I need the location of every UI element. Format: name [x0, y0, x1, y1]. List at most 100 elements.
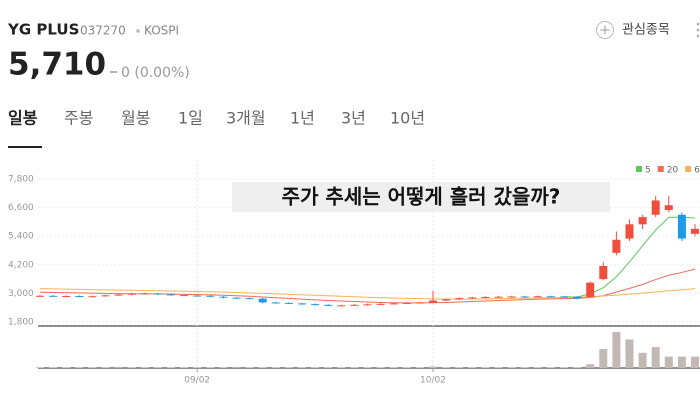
candle-body [62, 296, 71, 298]
plus-icon [596, 21, 614, 39]
tab[interactable]: 1년 [290, 109, 315, 128]
candle-body [691, 228, 699, 234]
candle-body [153, 293, 162, 295]
volume-bar [219, 367, 228, 368]
candle-body [560, 296, 568, 298]
candle-body [298, 303, 306, 305]
candle-body [140, 293, 149, 295]
tab[interactable]: 3년 [341, 109, 366, 128]
volume-bar [442, 367, 451, 368]
candle-body [442, 299, 451, 301]
watch-button[interactable]: 관심종목 [596, 21, 670, 39]
tab[interactable]: 주봉 [64, 109, 93, 128]
price-change: 0 (0.00%) [121, 65, 190, 81]
volume-bar [651, 347, 660, 368]
y-tick-label: 3,000 [8, 289, 34, 299]
candle-body [75, 296, 84, 298]
volume-bar [114, 366, 123, 368]
candle-body [36, 295, 44, 297]
y-tick-label: 4,200 [8, 260, 34, 270]
volume-bar [691, 356, 699, 368]
tab[interactable]: 3개월 [226, 109, 266, 128]
x-tick-label: 09/02 [184, 376, 210, 386]
volume-bar [402, 367, 411, 368]
candle-body [494, 296, 503, 298]
tab[interactable]: 1일 [178, 109, 203, 128]
candle-body [599, 265, 608, 280]
volume-bar [520, 367, 529, 368]
candle-body [468, 297, 477, 299]
candle-body [180, 295, 189, 297]
annotation: 주가 추세는 어떻게 흘러 갔을까? [282, 185, 561, 209]
volume-bar [62, 367, 71, 368]
price: 5,710 [8, 47, 106, 83]
volume-bar [298, 367, 306, 368]
candle-body [402, 302, 411, 304]
candle-body [533, 296, 542, 298]
volume-bar [599, 349, 608, 368]
candle-body [167, 294, 175, 296]
y-tick-label: 7,800 [8, 175, 34, 185]
volume-bar [677, 356, 686, 368]
stock-code: 037270 [80, 24, 126, 38]
legend-swatch [685, 166, 692, 172]
candle-body [507, 296, 516, 298]
candle-body [219, 296, 228, 298]
ma-line [563, 216, 696, 298]
candle-body [350, 304, 359, 306]
candle-body [88, 296, 97, 298]
volume-bar [625, 339, 634, 368]
candle-body [638, 217, 647, 225]
x-tick-label: 10/02 [420, 376, 446, 386]
candle-body [127, 293, 136, 295]
candle-body [481, 296, 490, 298]
candle-body [114, 294, 123, 296]
separator [136, 29, 140, 33]
candle-body [49, 295, 58, 297]
candle-body [363, 304, 372, 306]
candle-body [651, 200, 660, 215]
y-tick-label: 6,600 [8, 203, 34, 213]
candle-body [193, 295, 202, 297]
candle-body [429, 300, 437, 303]
candle-body [284, 302, 293, 304]
candle-body [573, 296, 582, 299]
volume-bar [363, 367, 372, 368]
candle-body [337, 305, 346, 307]
volume-bar [612, 331, 621, 368]
volume-bar [429, 366, 437, 368]
plus-icon [600, 25, 610, 35]
legend-label: 20 [667, 166, 679, 176]
y-tick-label: 5,400 [8, 232, 34, 242]
ma-line [39, 288, 696, 300]
volume-bar [88, 367, 97, 368]
volume-bar [245, 367, 254, 368]
volume-bar [127, 367, 136, 368]
legend-swatch [636, 166, 642, 172]
candle-body [415, 302, 424, 304]
candle-body [389, 303, 398, 305]
candle-body [664, 205, 673, 210]
tab[interactable]: 10년 [390, 109, 425, 128]
candle-body [311, 304, 320, 306]
volume-bar [546, 367, 555, 368]
volume-bar [180, 367, 189, 368]
stock-name: YG PLUS [7, 21, 79, 39]
volume-bar [573, 367, 582, 368]
candle-body [101, 295, 110, 297]
volume-bar [140, 367, 149, 368]
candle-body [376, 303, 385, 305]
candle-body [625, 224, 634, 239]
tab[interactable]: 월봉 [121, 109, 150, 128]
candle-body [271, 302, 280, 304]
ma-line [39, 268, 696, 304]
volume-bar [36, 367, 44, 368]
candle-body [232, 297, 241, 299]
candle-body [245, 298, 254, 300]
volume-bar [638, 352, 647, 368]
candle-body [677, 214, 686, 239]
tab[interactable]: 일봉 [8, 109, 38, 128]
more-menu[interactable] [696, 22, 700, 38]
